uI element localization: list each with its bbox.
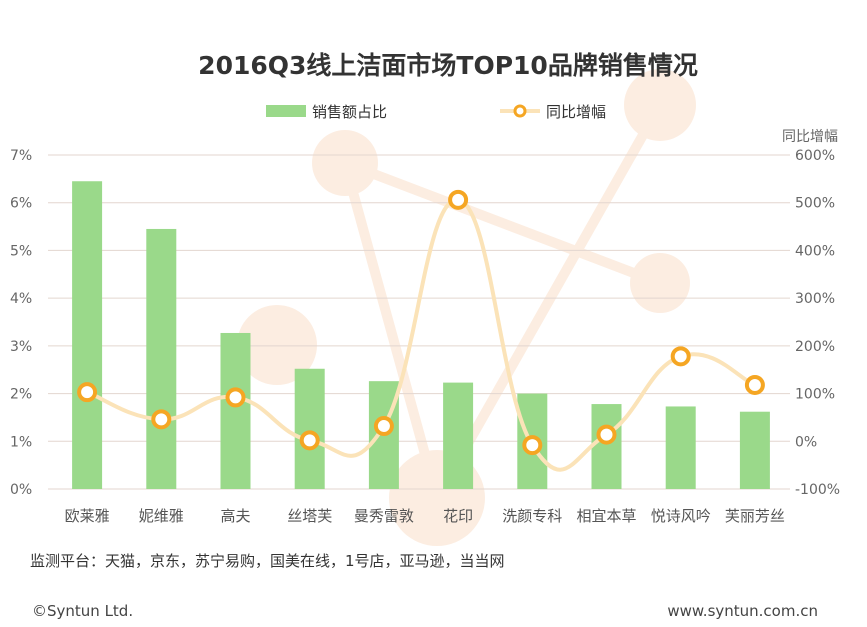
- growth-point-6: [448, 189, 469, 210]
- growth-point-8: [596, 424, 617, 445]
- x-tick-label: 丝塔芙: [287, 507, 332, 525]
- x-tick-label: 曼秀雷敦: [354, 507, 414, 525]
- y-right-tick-label: 200%: [795, 339, 835, 355]
- y-left-axis: 0% 1% 2% 3% 4% 5% 6% 7%: [10, 148, 32, 498]
- bar-9: [665, 406, 696, 489]
- y-right-axis: -100% 0% 100% 200% 300% 400% 500% 600%: [795, 148, 840, 498]
- y-right-tick-label: 0%: [795, 434, 817, 450]
- y-left-tick-label: 7%: [10, 148, 32, 164]
- y-right-tick-label: 600%: [795, 148, 835, 164]
- y-left-tick-label: 0%: [10, 482, 32, 498]
- growth-line: [86, 197, 756, 472]
- x-tick-label: 悦诗风吟: [651, 507, 711, 525]
- x-tick-label: 欧莱雅: [65, 507, 110, 525]
- y-left-tick-label: 2%: [10, 387, 32, 403]
- x-tick-label: 花印: [443, 507, 473, 525]
- x-tick-label: 妮维雅: [139, 507, 184, 525]
- growth-point-2: [151, 409, 172, 430]
- bar-2: [146, 228, 177, 489]
- website: www.syntun.com.cn: [667, 602, 818, 620]
- x-tick-label: 相宜本草: [576, 507, 636, 525]
- legend-bar-label: 销售额占比: [312, 103, 387, 121]
- y-left-tick-label: 1%: [10, 434, 32, 450]
- growth-point-1: [77, 382, 98, 403]
- x-tick-label: 洗颜专科: [502, 507, 562, 525]
- growth-point-9: [670, 346, 691, 367]
- copyright: ©Syntun Ltd.: [32, 602, 133, 620]
- bar-6: [443, 382, 474, 489]
- growth-point-10: [744, 374, 765, 395]
- bar-4: [294, 368, 325, 489]
- data-source-note: 监测平台：天猫，京东，苏宁易购，国美在线，1号店，亚马逊，当当网: [30, 552, 505, 570]
- watermark-decoration: [237, 69, 696, 546]
- x-axis: 欧莱雅 妮维雅 高夫 丝塔芙 曼秀雷敦 花印 洗颜专科 相宜本草 悦诗风吟 芙丽芳丝: [65, 507, 785, 525]
- y-left-tick-label: 3%: [10, 339, 32, 355]
- y-right-tick-label: 100%: [795, 387, 835, 403]
- bar-series: [72, 181, 770, 489]
- y-left-tick-label: 5%: [10, 243, 32, 259]
- y-right-tick-label: 300%: [795, 291, 835, 307]
- x-tick-label: 高夫: [220, 507, 250, 525]
- legend: 销售额占比 同比增幅: [266, 103, 606, 121]
- growth-point-3: [225, 387, 246, 408]
- bar-10: [739, 411, 770, 489]
- y-right-tick-label: -100%: [795, 482, 840, 498]
- growth-point-5: [373, 416, 394, 437]
- y-right-tick-label: 500%: [795, 196, 835, 212]
- y-left-tick-label: 4%: [10, 291, 32, 307]
- y-right-axis-title: 同比增幅: [782, 129, 838, 145]
- bar-1: [72, 181, 103, 489]
- bar-8: [591, 404, 622, 489]
- chart-title: 2016Q3线上洁面市场TOP10品牌销售情况: [198, 51, 698, 80]
- growth-point-4: [299, 430, 320, 451]
- bar-3: [220, 332, 251, 489]
- legend-line-label: 同比增幅: [546, 103, 606, 121]
- line-series: [77, 189, 765, 472]
- x-tick-label: 芙丽芳丝: [725, 507, 785, 525]
- growth-point-7: [522, 435, 543, 456]
- legend-line-marker: [513, 104, 527, 118]
- legend-bar-swatch: [266, 105, 306, 117]
- y-right-tick-label: 400%: [795, 243, 835, 259]
- y-left-tick-label: 6%: [10, 196, 32, 212]
